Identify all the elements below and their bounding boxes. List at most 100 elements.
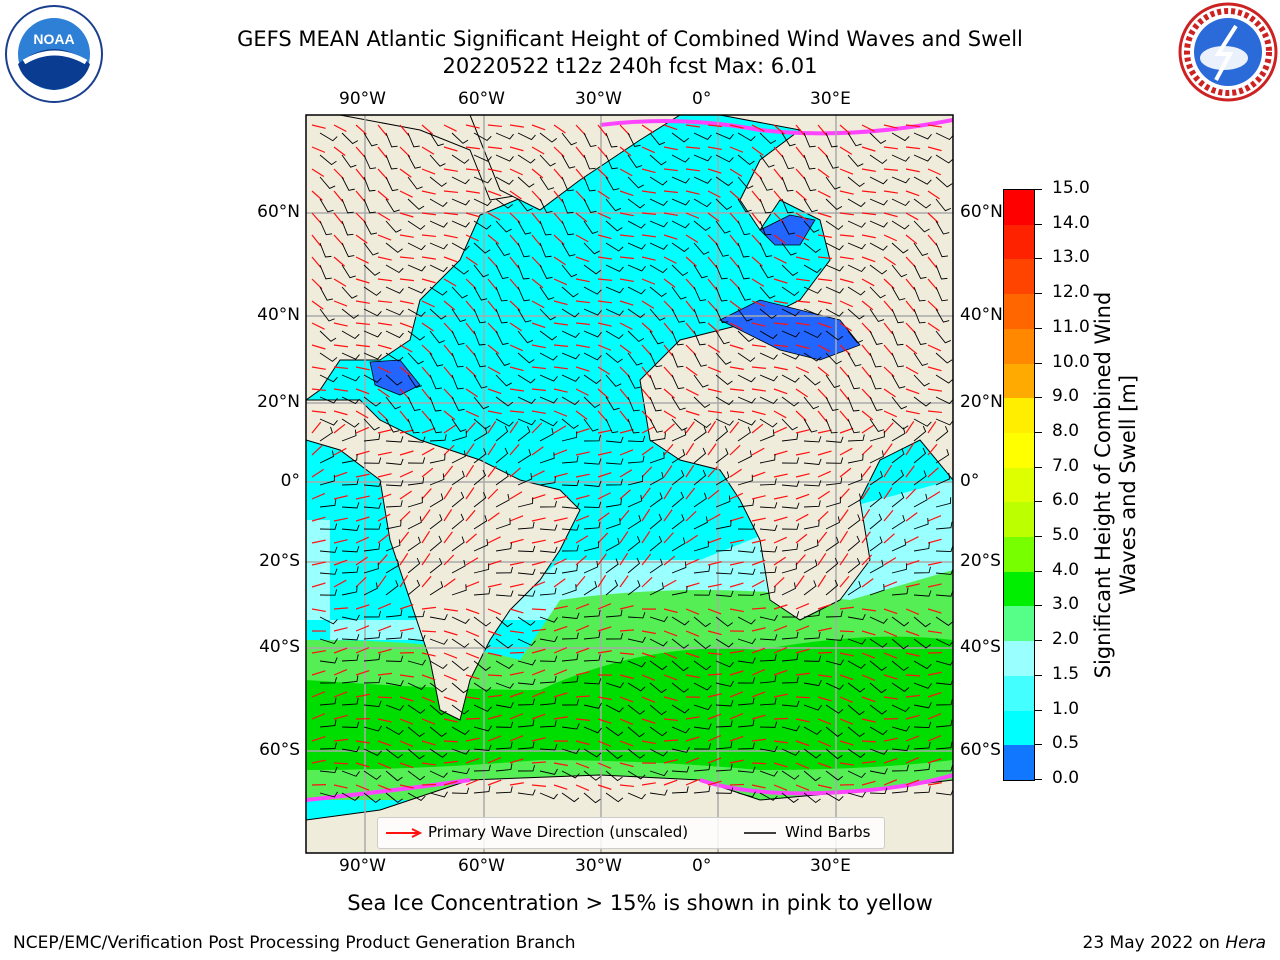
lat-label-left: 60°S xyxy=(259,740,300,760)
wind-barb xyxy=(847,220,866,228)
wind-barb xyxy=(803,330,822,339)
wind-barb xyxy=(451,330,465,346)
wind-barb xyxy=(385,519,402,530)
colorbar-tick-label: 13.0 xyxy=(1052,247,1090,268)
wind-barb xyxy=(561,431,578,442)
wind-barb xyxy=(935,198,952,212)
wind-barb xyxy=(517,638,536,646)
wave-arrow xyxy=(773,740,788,744)
wave-arrow xyxy=(355,647,370,654)
wind-barb xyxy=(737,589,756,596)
wave-arrow xyxy=(487,560,502,566)
wind-barb xyxy=(803,580,817,596)
wind-barb xyxy=(583,434,601,442)
wind-barb xyxy=(649,396,662,412)
wind-barb xyxy=(385,726,404,736)
wave-arrow xyxy=(465,190,480,194)
wave-arrow xyxy=(619,322,633,330)
wave-arrow xyxy=(465,443,475,456)
wave-arrow xyxy=(641,696,656,703)
wind-barb xyxy=(561,308,580,318)
wind-barb xyxy=(935,396,953,405)
wind-barb xyxy=(517,308,532,323)
wave-arrow xyxy=(641,388,652,401)
colorbar-tick-mark xyxy=(1034,674,1042,676)
wind-barb xyxy=(671,561,687,574)
wind-barb xyxy=(561,675,579,684)
wave-arrow xyxy=(619,256,634,260)
wind-barb xyxy=(759,330,778,340)
wave-arrow xyxy=(905,124,920,128)
wind-barb xyxy=(451,491,465,508)
wave-arrow xyxy=(729,234,740,247)
wave-arrow xyxy=(905,234,918,245)
wave-arrow xyxy=(597,322,612,327)
wave-arrow xyxy=(575,322,590,326)
wave-arrow xyxy=(905,442,915,456)
wind-barb xyxy=(473,308,486,324)
wind-barb xyxy=(539,308,556,321)
wave-arrow xyxy=(927,388,942,392)
wind-barb xyxy=(737,499,755,508)
wind-barb xyxy=(825,308,844,317)
wave-arrow xyxy=(531,560,546,566)
wave-arrow xyxy=(311,582,326,588)
wind-barb xyxy=(891,198,910,207)
wave-arrow xyxy=(597,451,612,456)
wind-barb xyxy=(935,497,952,508)
wind-barb xyxy=(429,535,443,552)
wave-arrow xyxy=(443,578,456,588)
wind-barb xyxy=(319,499,337,508)
colorbar-tick-label: 6.0 xyxy=(1052,490,1080,511)
wave-arrow xyxy=(795,672,810,676)
wind-barb xyxy=(803,704,822,711)
wave-arrow xyxy=(707,212,720,222)
wind-barb xyxy=(847,454,864,464)
wave-arrow xyxy=(795,322,810,326)
wind-barb xyxy=(913,638,932,649)
wave-arrow xyxy=(663,322,674,335)
colorbar-segment xyxy=(1004,432,1034,469)
wave-arrow xyxy=(773,516,788,522)
wave-arrow xyxy=(729,539,744,544)
colorbar-segment xyxy=(1004,328,1034,365)
wind-barb xyxy=(605,352,623,364)
wave-arrow xyxy=(377,388,390,398)
colorbar xyxy=(1003,189,1035,781)
wind-barb xyxy=(517,616,536,626)
wind-barb xyxy=(847,242,866,250)
wave-arrow xyxy=(905,190,920,197)
wind-barb xyxy=(495,542,512,552)
wind-barb xyxy=(803,352,822,362)
wind-barb xyxy=(869,308,885,322)
wave-arrow xyxy=(795,513,809,522)
wave-arrow xyxy=(817,450,832,456)
wave-arrow xyxy=(839,652,854,657)
wind-barb xyxy=(671,428,687,442)
map-frame xyxy=(305,114,954,854)
wind-barb xyxy=(671,638,689,649)
wind-barb xyxy=(649,452,665,464)
wave-arrow xyxy=(355,762,370,768)
wave-arrow xyxy=(685,534,698,544)
wave-arrow xyxy=(817,278,832,282)
footer-credit: NCEP/EMC/Verification Post Processing Pr… xyxy=(13,933,576,953)
wind-barb xyxy=(759,352,778,360)
wind-barb xyxy=(473,469,487,486)
wind-barb xyxy=(605,374,622,387)
wind-barb xyxy=(473,616,492,627)
wind-barb xyxy=(407,579,421,596)
wave-arrow xyxy=(641,344,652,356)
wave-arrow xyxy=(641,190,656,194)
wind-barb xyxy=(627,580,641,596)
wind-barb xyxy=(825,579,839,596)
wave-arrow xyxy=(553,625,568,632)
wind-barb xyxy=(693,286,707,302)
wind-barb xyxy=(363,611,382,618)
wave-arrow xyxy=(619,489,631,500)
wave-arrow xyxy=(839,124,851,135)
wave-arrow xyxy=(729,492,744,500)
wave-arrow xyxy=(729,421,740,434)
wind-barb xyxy=(781,562,797,574)
wave-arrow xyxy=(663,652,678,660)
